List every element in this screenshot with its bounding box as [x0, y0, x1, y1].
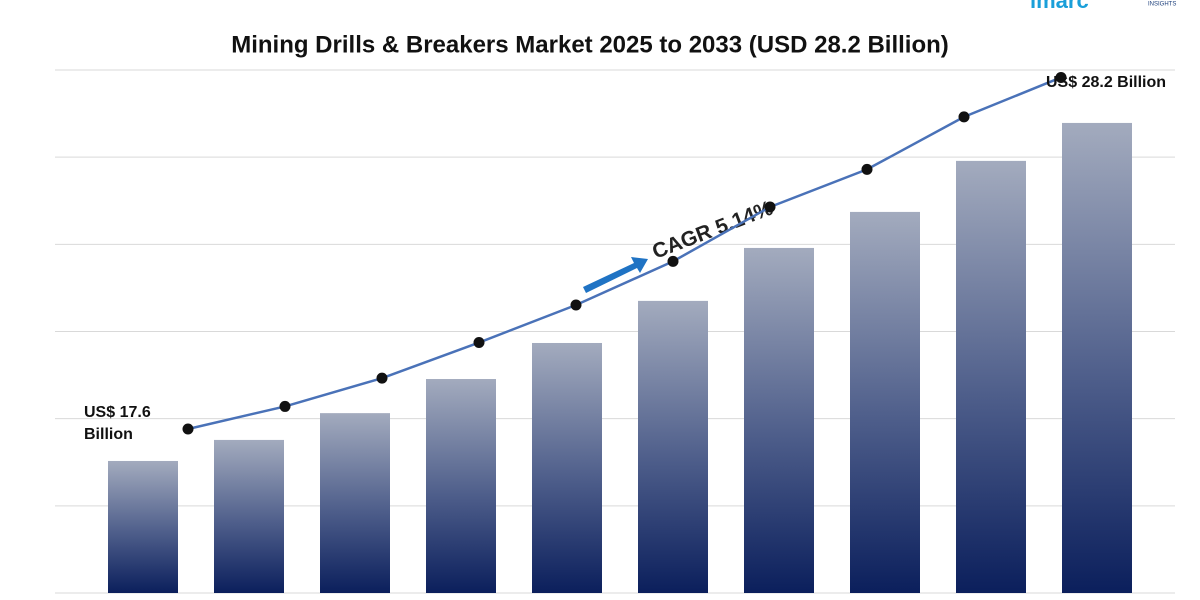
value-label-text: US$ 28.2 Billion — [1046, 74, 1167, 91]
trend-point — [764, 201, 776, 213]
trend-point — [958, 111, 970, 123]
bar — [214, 439, 284, 593]
value-label: US$ 17.6 Billion — [84, 404, 151, 443]
logo-tagline: INSIGHTS — [1148, 2, 1176, 8]
bar — [1062, 122, 1132, 593]
cagr-arrow — [583, 257, 648, 293]
trend-point — [473, 337, 485, 349]
bar — [638, 300, 708, 593]
trend-point — [279, 400, 291, 412]
bar — [426, 379, 496, 593]
trend-point — [376, 372, 388, 384]
trend-point — [182, 423, 194, 435]
bar — [108, 460, 178, 593]
trend-line — [187, 76, 1062, 431]
logo: imarc — [1030, 0, 1089, 13]
trend-point — [1055, 71, 1067, 83]
value-label-text: US$ 17.6 Billion — [84, 404, 151, 443]
trend-point — [570, 299, 582, 311]
bar — [744, 247, 814, 593]
bar — [320, 413, 390, 593]
bar — [850, 211, 920, 593]
trend-point — [667, 255, 679, 267]
trend-point — [861, 163, 873, 175]
bar — [956, 160, 1026, 593]
bar — [532, 342, 602, 593]
value-label: US$ 28.2 Billion — [1046, 74, 1167, 91]
chart-title: Mining Drills & Breakers Market 2025 to … — [231, 31, 949, 58]
